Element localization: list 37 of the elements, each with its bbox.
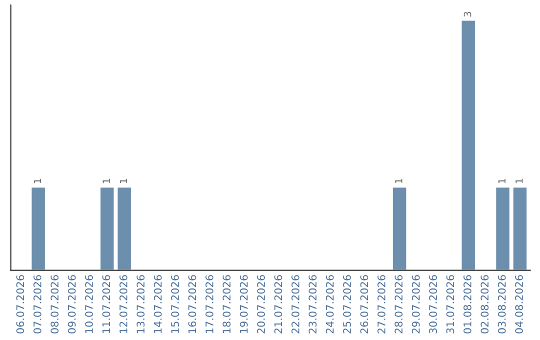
x-tick-label: 20.07.2026 [257, 275, 265, 334]
x-tick-label: 11.07.2026 [102, 275, 110, 333]
x-tick-label: 27.07.2026 [377, 275, 386, 334]
x-tick-label: 30.07.2026 [429, 275, 437, 334]
x-tick-label: 21.07.2026 [274, 275, 282, 334]
x-tick-label: 13.07.2026 [136, 275, 145, 333]
x-tick-label: 16.07.2026 [188, 275, 196, 333]
x-tick-label: 08.07.2026 [50, 275, 59, 334]
data-label: 1 [516, 178, 523, 184]
data-label: 1 [34, 178, 42, 184]
x-tick-label: 25.07.2026 [343, 275, 351, 334]
x-tick-label: 17.07.2026 [205, 275, 214, 333]
x-tick-label: 07.07.2026 [33, 275, 42, 334]
x-tick-label: 12.07.2026 [119, 275, 128, 333]
data-label: 1 [120, 178, 128, 184]
x-tick-label: 31.07.2026 [446, 275, 454, 334]
x-tick-label: 03.08.2026 [498, 275, 506, 334]
x-tick-label: 02.08.2026 [480, 275, 489, 334]
x-tick-label: 28.07.2026 [394, 275, 403, 334]
x-tick-label: 09.07.2026 [68, 275, 76, 334]
x-tick-label: 23.07.2026 [308, 275, 317, 334]
data-label: 1 [102, 178, 110, 184]
x-tick-label: 10.07.2026 [85, 275, 93, 333]
x-tick-label: 04.08.2026 [515, 275, 523, 334]
x-tick-label: 01.08.2026 [464, 275, 472, 334]
x-tick-label: 29.07.2026 [412, 275, 420, 334]
data-label: 3 [464, 12, 472, 17]
x-tick-label: 24.07.2026 [326, 275, 334, 334]
x-tick-label: 26.07.2026 [360, 275, 368, 334]
x-tick-label: 18.07.2026 [222, 275, 231, 333]
x-tick-label: 19.07.2026 [240, 275, 248, 333]
data-label: 1 [498, 178, 506, 184]
data-label: 1 [395, 178, 402, 184]
x-tick-label: 06.07.2026 [16, 275, 24, 334]
x-tick-label: 22.07.2026 [291, 275, 300, 334]
x-tick-label: 15.07.2026 [171, 275, 179, 333]
x-tick-label: 14.07.2026 [154, 275, 162, 333]
